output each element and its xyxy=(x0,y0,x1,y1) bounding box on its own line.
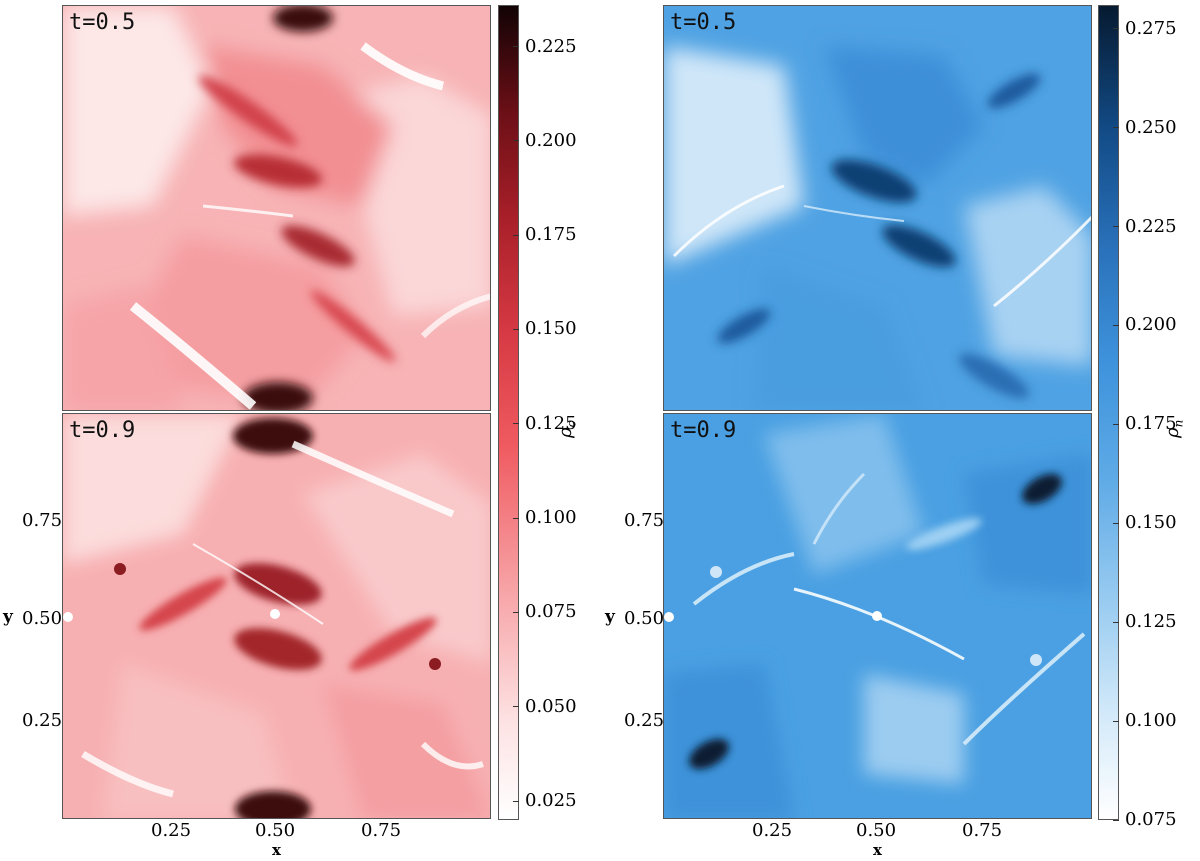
colorbar-tick-mark xyxy=(1113,423,1119,425)
ytick-label: 0.25 xyxy=(22,710,63,731)
colorbar-label-sub: n xyxy=(1171,419,1186,428)
rho-n-t09-heatmap: t=0.9 xyxy=(663,413,1092,819)
colorbar-label-main: ρ xyxy=(1162,427,1183,438)
colorbar-tick-mark xyxy=(513,234,519,236)
xtick-label: 0.50 xyxy=(856,820,897,841)
colorbar-tick-label: 0.100 xyxy=(1125,710,1177,732)
colorbar-tick-label: 0.125 xyxy=(1125,611,1177,633)
colorbar-tick-label: 0.225 xyxy=(525,35,577,57)
rho-n-colorbar-label: ρn xyxy=(1162,408,1188,438)
colorbar-tick-label: 0.100 xyxy=(525,507,577,529)
colorbar-tick-mark xyxy=(513,328,519,330)
x-axis-label: x xyxy=(873,841,882,859)
time-label: t=0.9 xyxy=(69,418,136,443)
colorbar-tick-label: 0.075 xyxy=(1125,809,1177,830)
rho-n-colorbar xyxy=(1098,5,1119,820)
colorbar-tick-mark xyxy=(513,46,519,47)
xtick-label: 0.25 xyxy=(752,820,793,841)
colorbar-tick-label: 0.175 xyxy=(1125,413,1177,435)
colorbar-label-sub: c xyxy=(564,420,579,428)
colorbar-tick-mark xyxy=(1113,621,1119,623)
xtick-label: 0.75 xyxy=(361,820,402,841)
rho-c-colorbar-label: ρc xyxy=(555,408,581,438)
ytick-label: 0.25 xyxy=(624,710,665,731)
time-label: t=0.9 xyxy=(670,418,737,443)
xtick-label: 0.50 xyxy=(255,820,296,841)
colorbar-tick-label: 0.200 xyxy=(525,129,577,151)
colorbar-tick-mark xyxy=(1113,226,1119,228)
colorbar-tick-label: 0.125 xyxy=(525,412,577,434)
colorbar-tick-label: 0.150 xyxy=(1125,512,1177,534)
colorbar-tick-mark xyxy=(1113,522,1119,524)
ytick-label: 0.75 xyxy=(624,510,665,531)
rho-n-t05-heatmap: t=0.5 xyxy=(663,5,1092,411)
colorbar-tick-mark xyxy=(513,423,519,425)
colorbar-tick-label: 0.150 xyxy=(525,318,577,340)
colorbar-tick-label: 0.225 xyxy=(1125,215,1177,237)
colorbar-label-main: ρ xyxy=(555,427,576,438)
colorbar-tick-mark xyxy=(513,706,519,708)
y-axis-label: y xyxy=(605,607,615,627)
ytick-label: 0.50 xyxy=(624,608,665,629)
colorbar-tick-mark xyxy=(513,140,519,142)
colorbar-tick-label: 0.175 xyxy=(525,224,577,246)
colorbar-tick-mark xyxy=(1113,819,1119,821)
time-label: t=0.5 xyxy=(670,10,737,35)
colorbar-tick-mark xyxy=(513,517,519,519)
colorbar-tick-label: 0.025 xyxy=(525,790,577,812)
x-axis-label: x xyxy=(272,841,281,859)
colorbar-tick-label: 0.050 xyxy=(525,695,577,717)
colorbar-tick-mark xyxy=(1113,324,1119,326)
colorbar-tick-label: 0.200 xyxy=(1125,314,1177,336)
ytick-label: 0.50 xyxy=(22,608,63,629)
xtick-label: 0.25 xyxy=(151,820,192,841)
ytick-label: 0.75 xyxy=(22,510,63,531)
xtick-label: 0.75 xyxy=(962,820,1003,841)
colorbar-tick-mark xyxy=(513,800,519,802)
y-axis-label: y xyxy=(3,607,13,627)
rho-c-t09-heatmap: t=0.9 xyxy=(62,413,491,819)
rho-c-t05-heatmap: t=0.5 xyxy=(62,5,491,411)
colorbar-tick-mark xyxy=(1113,720,1119,722)
time-label: t=0.5 xyxy=(69,10,136,35)
colorbar-tick-label: 0.075 xyxy=(525,601,577,623)
colorbar-tick-mark xyxy=(1113,28,1119,30)
colorbar-tick-mark xyxy=(1113,127,1119,129)
colorbar-tick-label: 0.250 xyxy=(1125,116,1177,138)
colorbar-tick-mark xyxy=(513,611,519,613)
rho-c-colorbar xyxy=(498,5,519,820)
colorbar-tick-label: 0.275 xyxy=(1125,17,1177,39)
